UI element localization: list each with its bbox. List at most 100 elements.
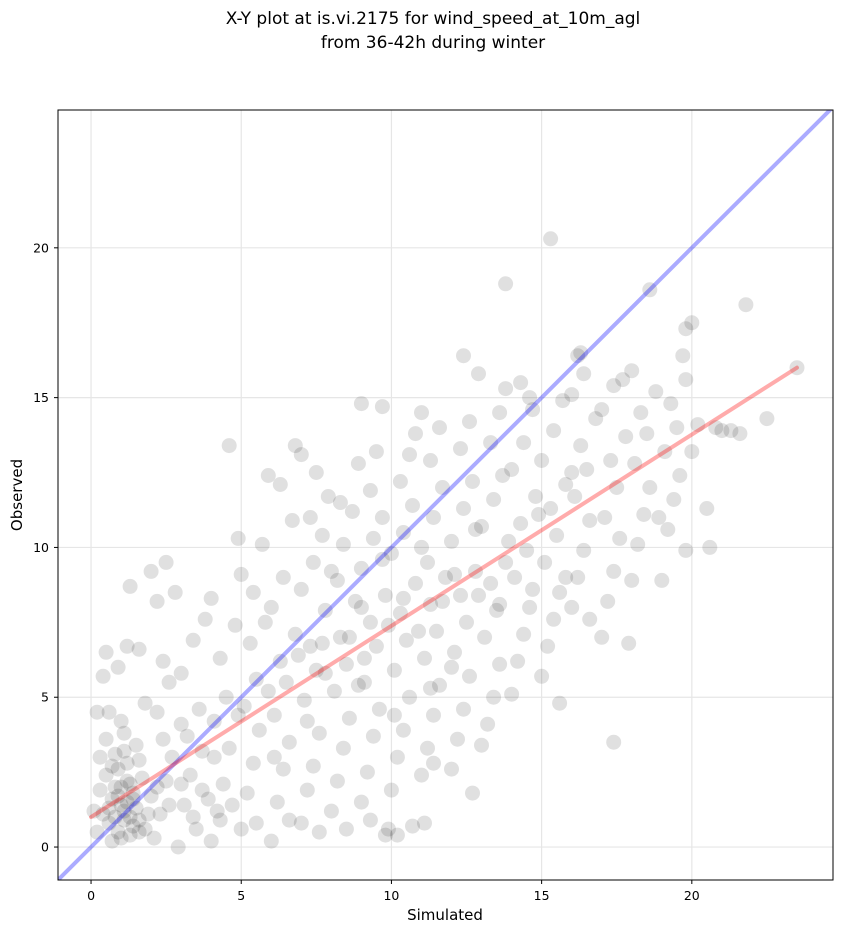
scatter-point [98, 767, 114, 783]
scatter-point [146, 830, 162, 846]
scatter-point [206, 713, 222, 729]
scatter-point [678, 372, 694, 388]
scatter-point [392, 605, 408, 621]
scatter-point [95, 806, 111, 822]
scatter-point [224, 797, 240, 813]
axis-ticks: 0 5 10 15 20 0 5 10 15 20 [33, 240, 700, 903]
scatter-point [356, 674, 372, 690]
scatter-point [320, 489, 336, 504]
scatter-point [678, 542, 694, 558]
scatter-point [642, 480, 658, 495]
scatter-point [414, 539, 429, 555]
scatter-point [212, 812, 228, 828]
scatter-point [423, 680, 438, 696]
scatter-point [510, 653, 526, 669]
scatter-point [444, 659, 459, 675]
scatter-point [317, 602, 333, 618]
scatter-point [525, 402, 541, 418]
scatter-point [233, 566, 249, 582]
scatter-point [657, 444, 673, 460]
scatter-point [489, 602, 505, 618]
x-tick-label: 20 [684, 888, 700, 903]
scatter-point [456, 501, 471, 516]
scatter-point [639, 426, 655, 442]
scatter-point [338, 821, 354, 837]
scatter-point [474, 737, 489, 753]
y-tick-label: 0 [41, 840, 49, 855]
scatter-point [426, 755, 441, 771]
scatter-point [122, 578, 138, 594]
scatter-point [116, 725, 132, 741]
scatter-point [588, 411, 604, 427]
scatter-point [576, 542, 592, 558]
scatter-point [432, 677, 447, 693]
scatter-point [411, 623, 426, 639]
scatter-point [462, 414, 477, 430]
scatter-point [663, 396, 679, 412]
scatter-point [104, 833, 120, 849]
scatter-point [371, 701, 387, 717]
scatter-point [465, 474, 480, 489]
x-axis-label: Simulated [407, 906, 483, 924]
scatter-point [359, 764, 375, 780]
scatter-point [377, 827, 393, 843]
scatter-point [504, 462, 520, 477]
scatter-point [353, 396, 369, 412]
scatter-point [471, 587, 486, 603]
scatter-point [137, 821, 153, 837]
scatter-point [383, 782, 399, 798]
scatter-point [392, 474, 408, 489]
scatter-point [573, 438, 589, 454]
scatter-point [507, 569, 523, 585]
scatter-point [344, 504, 360, 519]
scatter-point [498, 554, 514, 570]
scatter-point [498, 276, 514, 292]
scatter-point [218, 689, 234, 705]
scatter-point [525, 581, 541, 597]
scatter-point [149, 704, 165, 720]
scatter-point [119, 773, 135, 789]
scatter-point [624, 572, 640, 588]
scatter-point [278, 674, 294, 690]
scatter-point [447, 566, 462, 582]
scatter-point [546, 611, 562, 627]
scatter-point [182, 767, 198, 783]
scatter-point [221, 740, 237, 756]
scatter-point [597, 510, 613, 525]
scatter-point [362, 614, 378, 630]
scatter-point [269, 794, 285, 810]
scatter-point [101, 704, 117, 720]
scatter-point [426, 707, 441, 723]
scatter-point [308, 662, 324, 678]
scatter-point [383, 545, 399, 561]
scatter-point [417, 815, 432, 831]
scatter-point [543, 501, 559, 516]
regression-line [89, 365, 799, 820]
scatter-point [759, 411, 775, 427]
scatter-point [618, 429, 634, 445]
scatter-point [606, 734, 622, 750]
scatter-point [275, 569, 291, 585]
x-tick-label: 5 [237, 888, 245, 903]
scatter-point [543, 231, 559, 247]
scatter-point [89, 824, 105, 840]
scatter-point [414, 767, 429, 783]
scatter-point [275, 761, 291, 777]
scatter-point [296, 692, 312, 708]
scatter-point [594, 402, 610, 418]
scatter-point [516, 626, 532, 642]
scatter-point [522, 599, 538, 615]
scatter-point [732, 426, 748, 442]
scatter-point [552, 695, 568, 711]
scatter-point [447, 644, 462, 660]
scatter-point [666, 492, 682, 507]
scatter-point [789, 360, 805, 376]
scatter-point [495, 468, 511, 483]
scatter-point [564, 465, 580, 480]
identity-line [58, 110, 833, 880]
scatter-point [537, 554, 553, 570]
scatter-point [435, 480, 450, 495]
scatter-point [468, 522, 483, 537]
scatter-point [122, 827, 138, 843]
scatter-point [101, 815, 117, 831]
